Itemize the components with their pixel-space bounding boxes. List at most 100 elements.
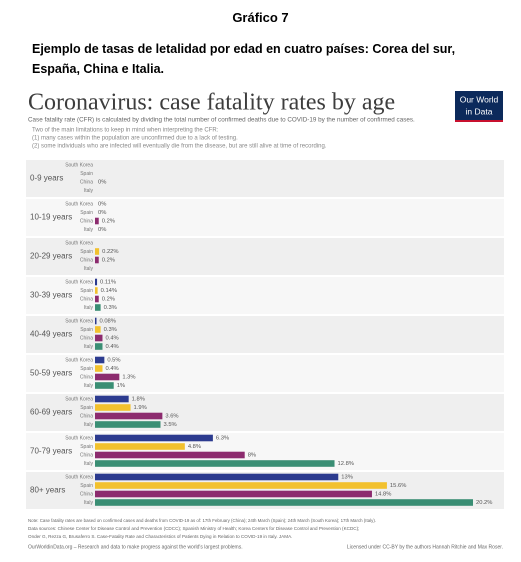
value-label: 0.3% xyxy=(104,327,117,333)
bar xyxy=(95,365,103,372)
category-label: 20-29 years xyxy=(30,252,72,261)
value-label: 0.4% xyxy=(105,336,118,342)
logo-text: Our World xyxy=(460,94,499,104)
series-label: China xyxy=(80,257,93,263)
series-label: South Korea xyxy=(65,357,93,363)
value-label: 4.8% xyxy=(188,444,201,450)
bar xyxy=(95,473,339,481)
series-label: Spain xyxy=(80,210,93,216)
bar xyxy=(95,443,185,450)
value-label: 0.11% xyxy=(100,280,116,286)
bar xyxy=(95,490,372,498)
series-label: South Korea xyxy=(65,240,93,246)
series-label: Spain xyxy=(80,483,93,489)
series-label: Italy xyxy=(84,422,94,428)
value-label: 0% xyxy=(98,227,106,233)
value-label: 0.14% xyxy=(101,288,117,294)
series-label: Italy xyxy=(84,383,94,389)
bar xyxy=(95,482,387,489)
caption-line: España, China e Italia. xyxy=(32,62,164,76)
category-label: 30-39 years xyxy=(30,291,72,300)
bar xyxy=(95,256,99,264)
series-label: Spain xyxy=(80,249,93,255)
bar xyxy=(95,412,163,420)
series-label: China xyxy=(80,413,93,419)
category-label: 60-69 years xyxy=(30,408,72,417)
series-label: South Korea xyxy=(65,201,93,207)
subtitle: (2) some individuals who are infected wi… xyxy=(32,144,327,150)
value-label: 14.8% xyxy=(375,492,391,498)
footer-left: OurWorldinData.org – Research and data t… xyxy=(28,544,243,550)
series-label: China xyxy=(80,452,93,458)
bar xyxy=(95,404,131,411)
footer-right: Licensed under CC-BY by the authors Hann… xyxy=(347,544,503,550)
bar xyxy=(95,287,98,294)
series-label: South Korea xyxy=(65,396,93,402)
series-label: South Korea xyxy=(65,162,93,168)
group-band xyxy=(26,316,504,353)
category-label: 40-49 years xyxy=(30,330,72,339)
series-label: China xyxy=(80,218,93,224)
value-label: 0.5% xyxy=(107,358,120,364)
value-label: 0% xyxy=(98,210,106,216)
category-label: 50-59 years xyxy=(30,369,72,378)
bar xyxy=(95,373,120,381)
note: Data sources: Chinese Center for Disease… xyxy=(28,526,359,531)
category-label: 0-9 years xyxy=(30,174,63,183)
group-band xyxy=(26,199,504,236)
series-label: Italy xyxy=(84,188,94,194)
series-label: Spain xyxy=(80,288,93,294)
group-band xyxy=(26,277,504,314)
series-label: South Korea xyxy=(65,474,93,480)
series-label: Italy xyxy=(84,227,94,233)
series-label: Spain xyxy=(80,405,93,411)
value-label: 1.9% xyxy=(134,405,147,411)
logo-text: in Data xyxy=(466,106,493,116)
group-band xyxy=(26,160,504,197)
series-label: Italy xyxy=(84,305,94,311)
bar xyxy=(95,317,97,325)
series-label: Spain xyxy=(80,171,93,177)
value-label: 0% xyxy=(98,180,106,186)
bar xyxy=(95,334,103,342)
bar xyxy=(95,304,101,311)
value-label: 15.6% xyxy=(390,483,406,489)
value-label: 0.4% xyxy=(105,344,118,350)
value-label: 0% xyxy=(98,202,106,208)
value-label: 3.6% xyxy=(165,414,178,420)
note: Note: Case fatality rates are based on c… xyxy=(28,518,376,523)
value-label: 0.2% xyxy=(102,219,115,225)
value-label: 12.8% xyxy=(338,461,354,467)
value-label: 13% xyxy=(341,475,353,481)
bar xyxy=(95,460,335,467)
subtitle: Case fatality rate (CFR) is calculated b… xyxy=(28,117,415,124)
category-label: 70-79 years xyxy=(30,447,72,456)
figure-label: Gráfico 7 xyxy=(232,10,289,25)
subtitle: (1) many cases within the population are… xyxy=(32,136,238,142)
series-label: Italy xyxy=(84,500,94,506)
bar xyxy=(95,248,100,255)
series-label: South Korea xyxy=(65,318,93,324)
bar xyxy=(95,356,105,364)
series-label: China xyxy=(80,374,93,380)
logo-stripe xyxy=(455,120,503,122)
bar xyxy=(95,295,99,303)
series-label: Italy xyxy=(84,266,94,272)
value-label: 0.4% xyxy=(105,366,118,372)
value-label: 0.08% xyxy=(99,319,115,325)
value-label: 20.2% xyxy=(476,500,492,506)
value-label: 8% xyxy=(248,453,256,459)
value-label: 3.5% xyxy=(163,422,176,428)
series-label: China xyxy=(80,335,93,341)
bar xyxy=(95,421,161,428)
logo-box xyxy=(455,91,503,122)
bar xyxy=(95,278,98,286)
value-label: 1.3% xyxy=(122,375,135,381)
subtitle: Two of the main limitations to keep in m… xyxy=(32,128,219,134)
bar xyxy=(95,217,99,225)
series-label: China xyxy=(80,296,93,302)
value-label: 0.3% xyxy=(104,305,117,311)
bar xyxy=(95,343,103,350)
